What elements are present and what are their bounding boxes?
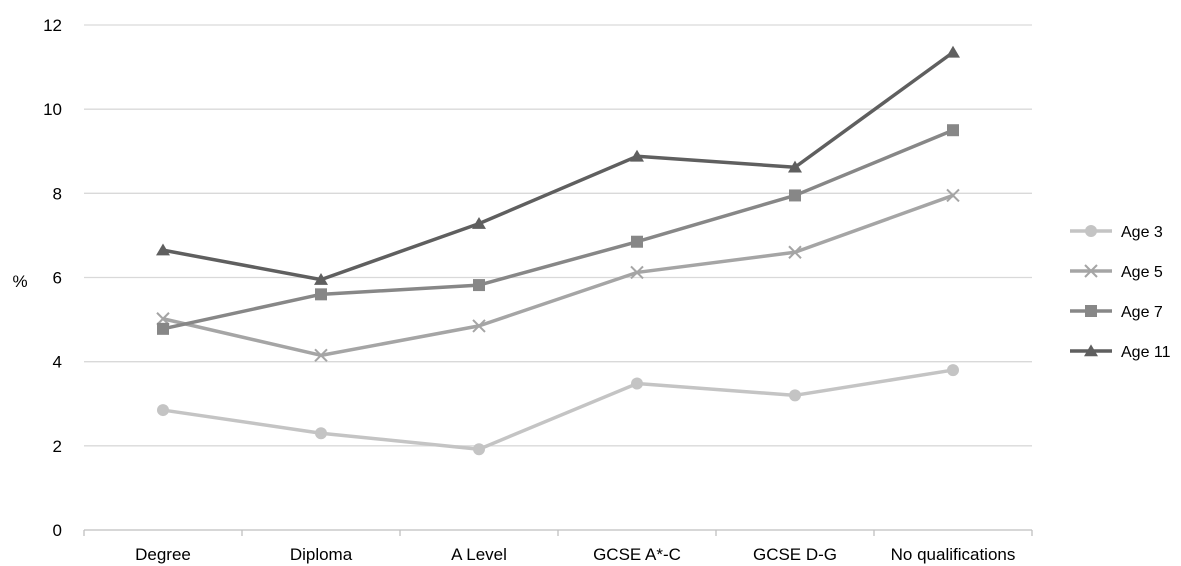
x-tick-label: Diploma [290, 545, 353, 564]
marker-circle [315, 427, 327, 440]
marker-triangle [472, 217, 486, 229]
marker-x-stroke [472, 319, 486, 333]
marker-triangle [788, 160, 802, 173]
series-age-7 [157, 124, 959, 335]
y-tick-label: 6 [53, 269, 62, 288]
legend-item: Age 7 [1070, 304, 1163, 321]
marker-x [1084, 264, 1098, 278]
y-tick-label: 4 [53, 353, 62, 372]
x-tick-label: GCSE D-G [753, 545, 837, 564]
marker-square [315, 288, 327, 301]
legend-item: Age 5 [1070, 264, 1163, 281]
marker-x [946, 188, 960, 203]
marker-x-stroke [1084, 264, 1098, 278]
x-tick-label: GCSE A*-C [593, 545, 681, 564]
marker-triangle [156, 243, 170, 256]
marker-square [789, 189, 801, 202]
marker-x [788, 245, 802, 259]
marker-triangle [314, 273, 328, 285]
marker-circle [157, 404, 169, 417]
series-line [162, 368, 954, 451]
marker-square [1085, 305, 1097, 317]
marker-square [947, 124, 959, 137]
marker-x-stroke [946, 188, 960, 203]
marker-square [631, 235, 643, 248]
legend-label: Age 11 [1121, 344, 1171, 361]
marker-x-stroke [156, 312, 170, 326]
series-lines [156, 45, 960, 456]
y-tick-label: 10 [43, 100, 62, 119]
y-tick-label: 12 [43, 16, 62, 35]
marker-x [630, 265, 644, 280]
legend-item: Age 11 [1070, 344, 1171, 361]
y-tick-label: 2 [53, 437, 62, 456]
series-line [162, 128, 954, 331]
series-age-5 [156, 188, 960, 363]
x-tick-label: A Level [451, 545, 507, 564]
y-axis-title: % [12, 272, 27, 291]
marker-x [314, 348, 328, 363]
marker-square [473, 279, 485, 292]
marker-circle [473, 443, 485, 456]
legend-label: Age 3 [1121, 224, 1163, 241]
marker-circle [631, 377, 643, 390]
x-axis [83, 529, 1033, 536]
marker-triangle [946, 45, 960, 58]
marker-x-stroke [788, 245, 802, 259]
series-age-11 [156, 45, 960, 285]
legend-label: Age 5 [1121, 264, 1163, 281]
marker-circle [789, 389, 801, 402]
legend-label: Age 7 [1121, 304, 1163, 321]
marker-circle [1085, 225, 1097, 237]
marker-triangle [630, 149, 644, 162]
x-tick-label: Degree [135, 545, 191, 564]
marker-x [472, 319, 486, 333]
marker-x [156, 312, 170, 326]
legend: Age 3 Age 5 Age 7 Age 11 [1070, 224, 1171, 361]
marker-circle [947, 364, 959, 377]
tick-labels: 0 2 4 6 8 10 12 Degree Diploma A Level GCSE A*-C GC… [43, 16, 1015, 564]
marker-x-stroke [630, 265, 644, 280]
x-tick-label: No qualifications [891, 545, 1016, 564]
marker-square [157, 322, 169, 335]
series-line [162, 193, 954, 358]
marker-triangle [1084, 344, 1098, 357]
series-age-3 [157, 364, 959, 456]
series-line [162, 50, 955, 282]
gridlines [84, 24, 1032, 447]
marker-x-stroke [314, 348, 328, 363]
y-tick-label: 8 [53, 184, 62, 203]
y-tick-label: 0 [53, 521, 62, 540]
legend-item: Age 3 [1070, 224, 1163, 241]
